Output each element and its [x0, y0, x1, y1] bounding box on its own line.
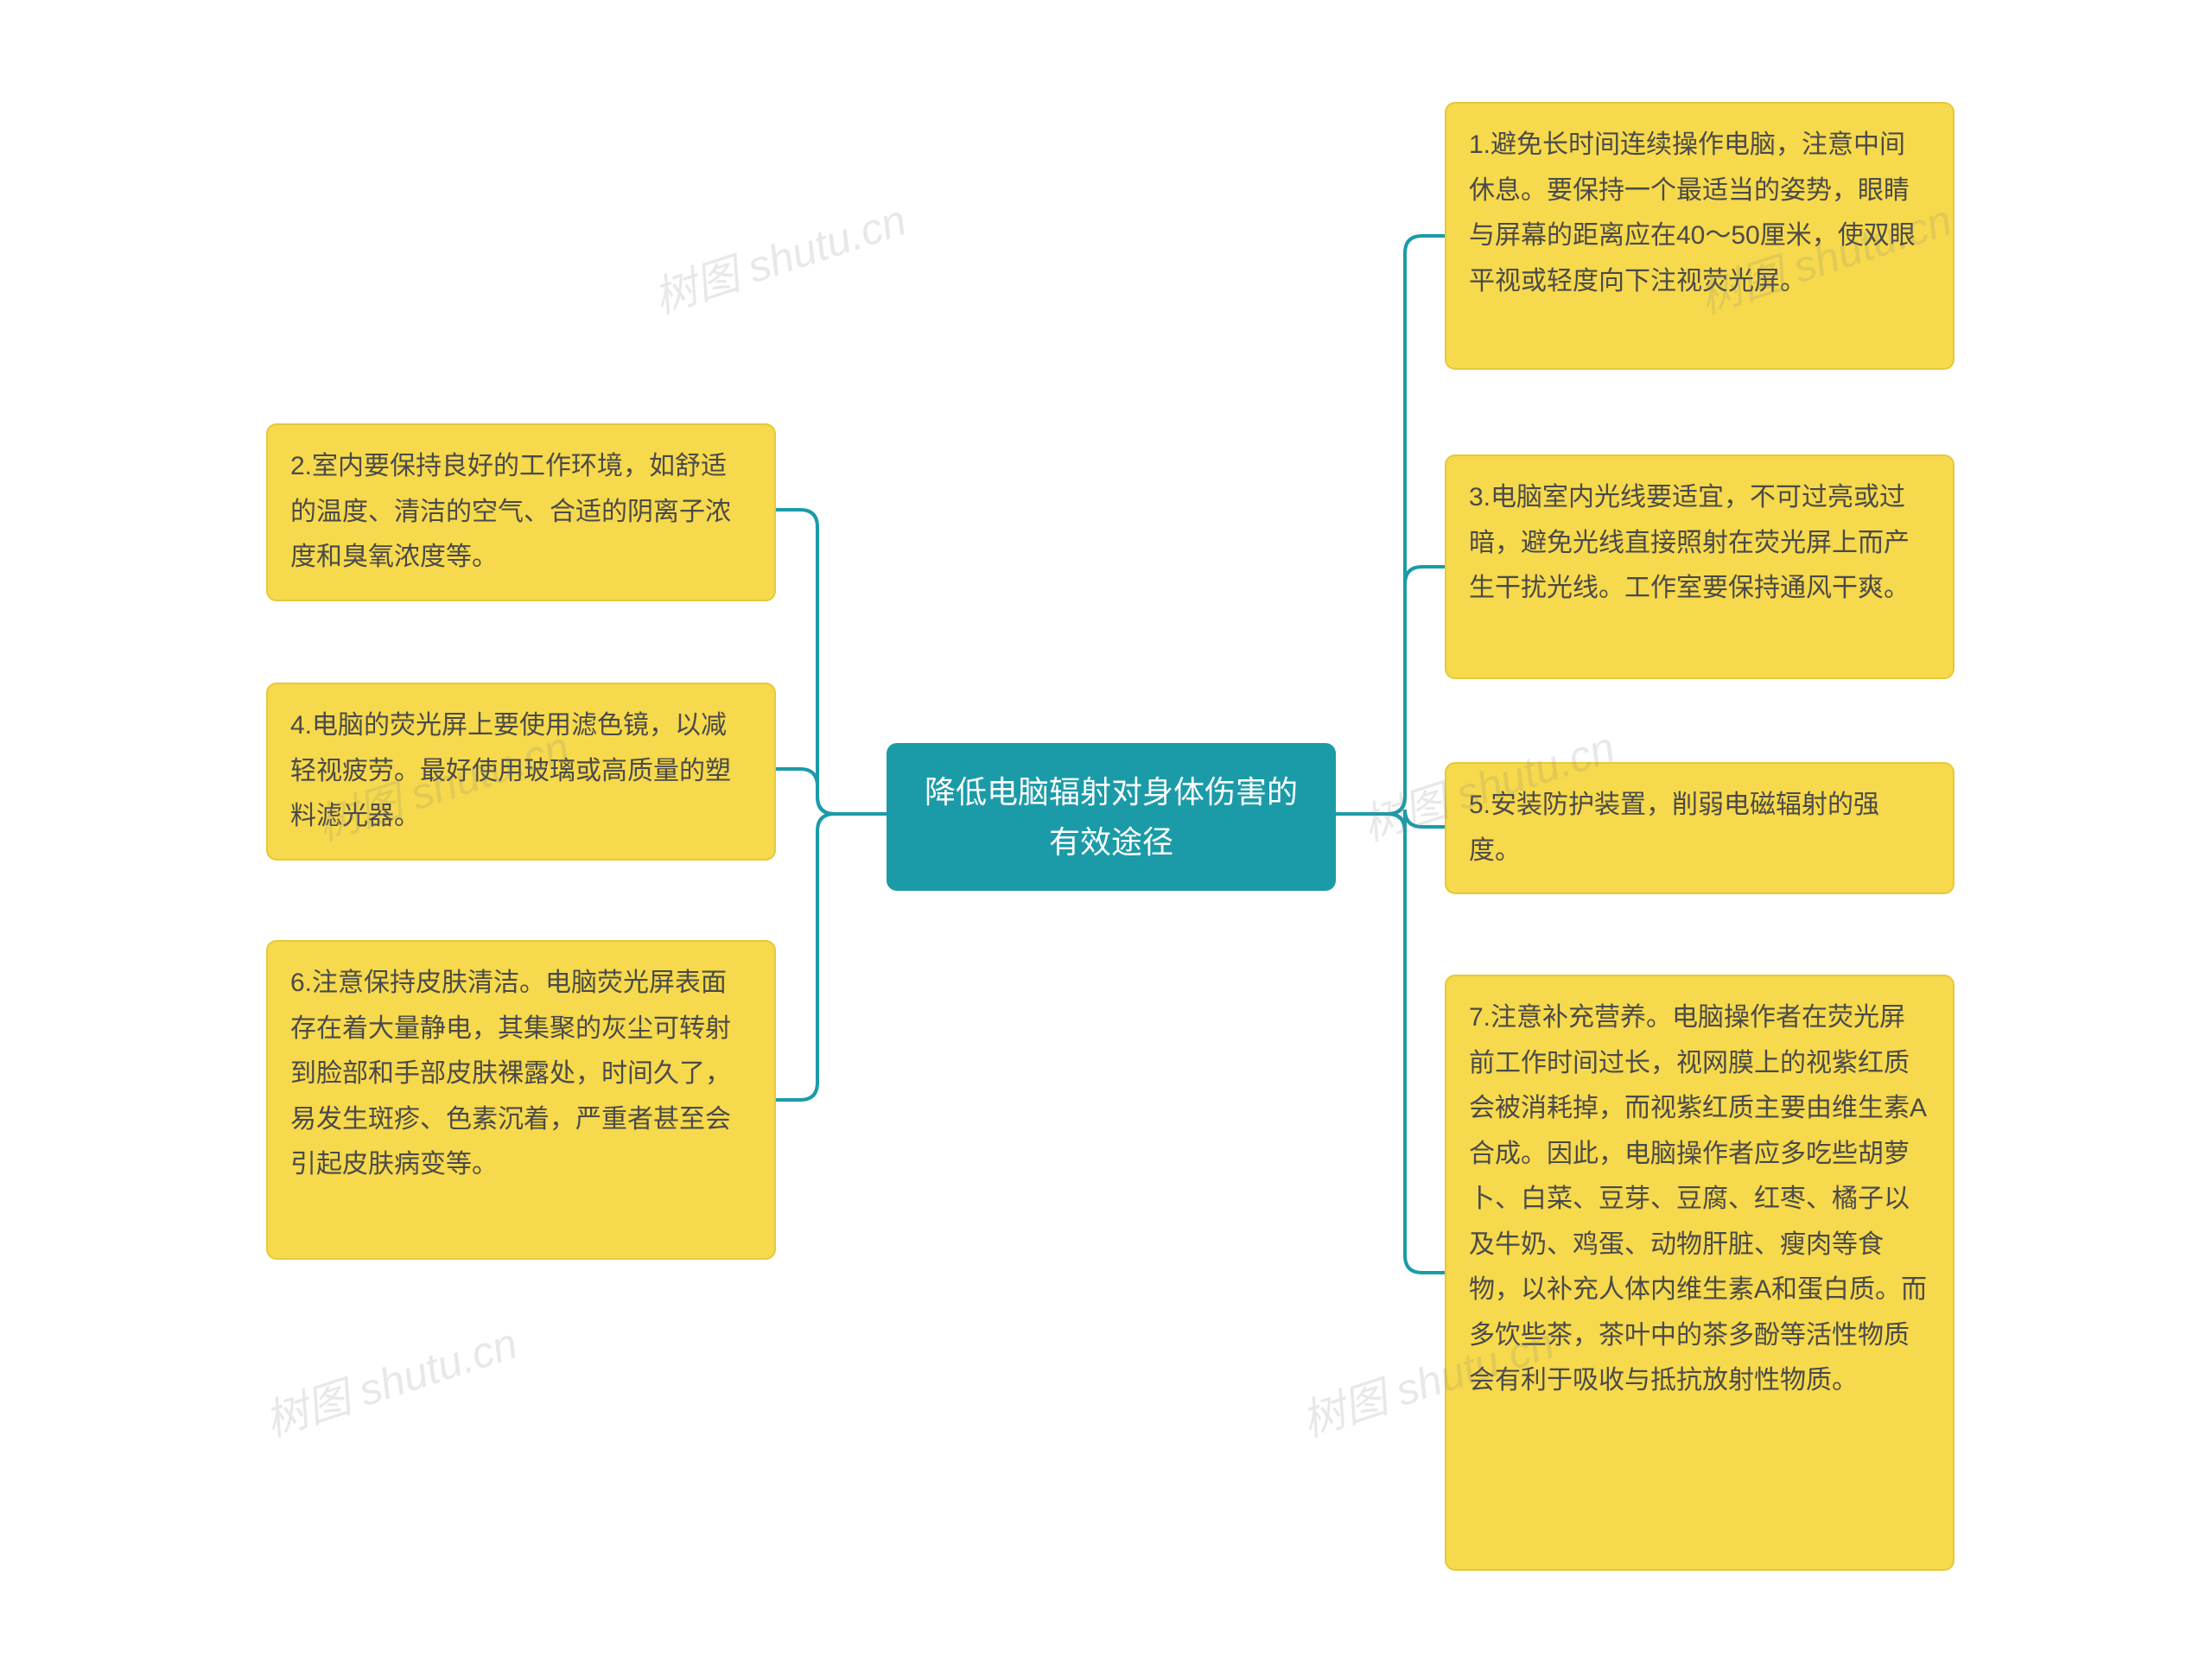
leaf-text: 6.注意保持皮肤清洁。电脑荧光屏表面存在着大量静电，其集聚的灰尘可转射到脸部和手…	[290, 969, 731, 1179]
leaf-text: 1.避免长时间连续操作电脑，注意中间休息。要保持一个最适当的姿势，眼睛与屏幕的距…	[1469, 130, 1916, 295]
leaf-node-6: 6.注意保持皮肤清洁。电脑荧光屏表面存在着大量静电，其集聚的灰尘可转射到脸部和手…	[266, 940, 776, 1260]
leaf-node-1: 1.避免长时间连续操作电脑，注意中间休息。要保持一个最适当的姿势，眼睛与屏幕的距…	[1445, 102, 1955, 370]
leaf-text: 2.室内要保持良好的工作环境，如舒适的温度、清洁的空气、合适的阴离子浓度和臭氧浓…	[290, 452, 731, 571]
center-node-text: 降低电脑辐射对身体伤害的有效途径	[925, 774, 1298, 860]
leaf-text: 4.电脑的荧光屏上要使用滤色镜，以减轻视疲劳。最好使用玻璃或高质量的塑料滤光器。	[290, 711, 731, 830]
watermark: 树图 shutu.cn	[645, 186, 912, 326]
leaf-text: 3.电脑室内光线要适宜，不可过亮或过暗，避免光线直接照射在荧光屏上而产生干扰光线…	[1469, 483, 1910, 602]
watermark: 树图 shutu.cn	[256, 1309, 524, 1449]
leaf-node-5: 5.安装防护装置，削弱电磁辐射的强度。	[1445, 762, 1955, 894]
leaf-node-7: 7.注意补充营养。电脑操作者在荧光屏前工作时间过长，视网膜上的视紫红质会被消耗掉…	[1445, 975, 1955, 1571]
leaf-node-3: 3.电脑室内光线要适宜，不可过亮或过暗，避免光线直接照射在荧光屏上而产生干扰光线…	[1445, 454, 1955, 679]
leaf-text: 7.注意补充营养。电脑操作者在荧光屏前工作时间过长，视网膜上的视紫红质会被消耗掉…	[1469, 1003, 1927, 1395]
leaf-text: 5.安装防护装置，削弱电磁辐射的强度。	[1469, 791, 1879, 865]
leaf-node-2: 2.室内要保持良好的工作环境，如舒适的温度、清洁的空气、合适的阴离子浓度和臭氧浓…	[266, 423, 776, 601]
center-node: 降低电脑辐射对身体伤害的有效途径	[887, 743, 1336, 891]
leaf-node-4: 4.电脑的荧光屏上要使用滤色镜，以减轻视疲劳。最好使用玻璃或高质量的塑料滤光器。	[266, 683, 776, 861]
